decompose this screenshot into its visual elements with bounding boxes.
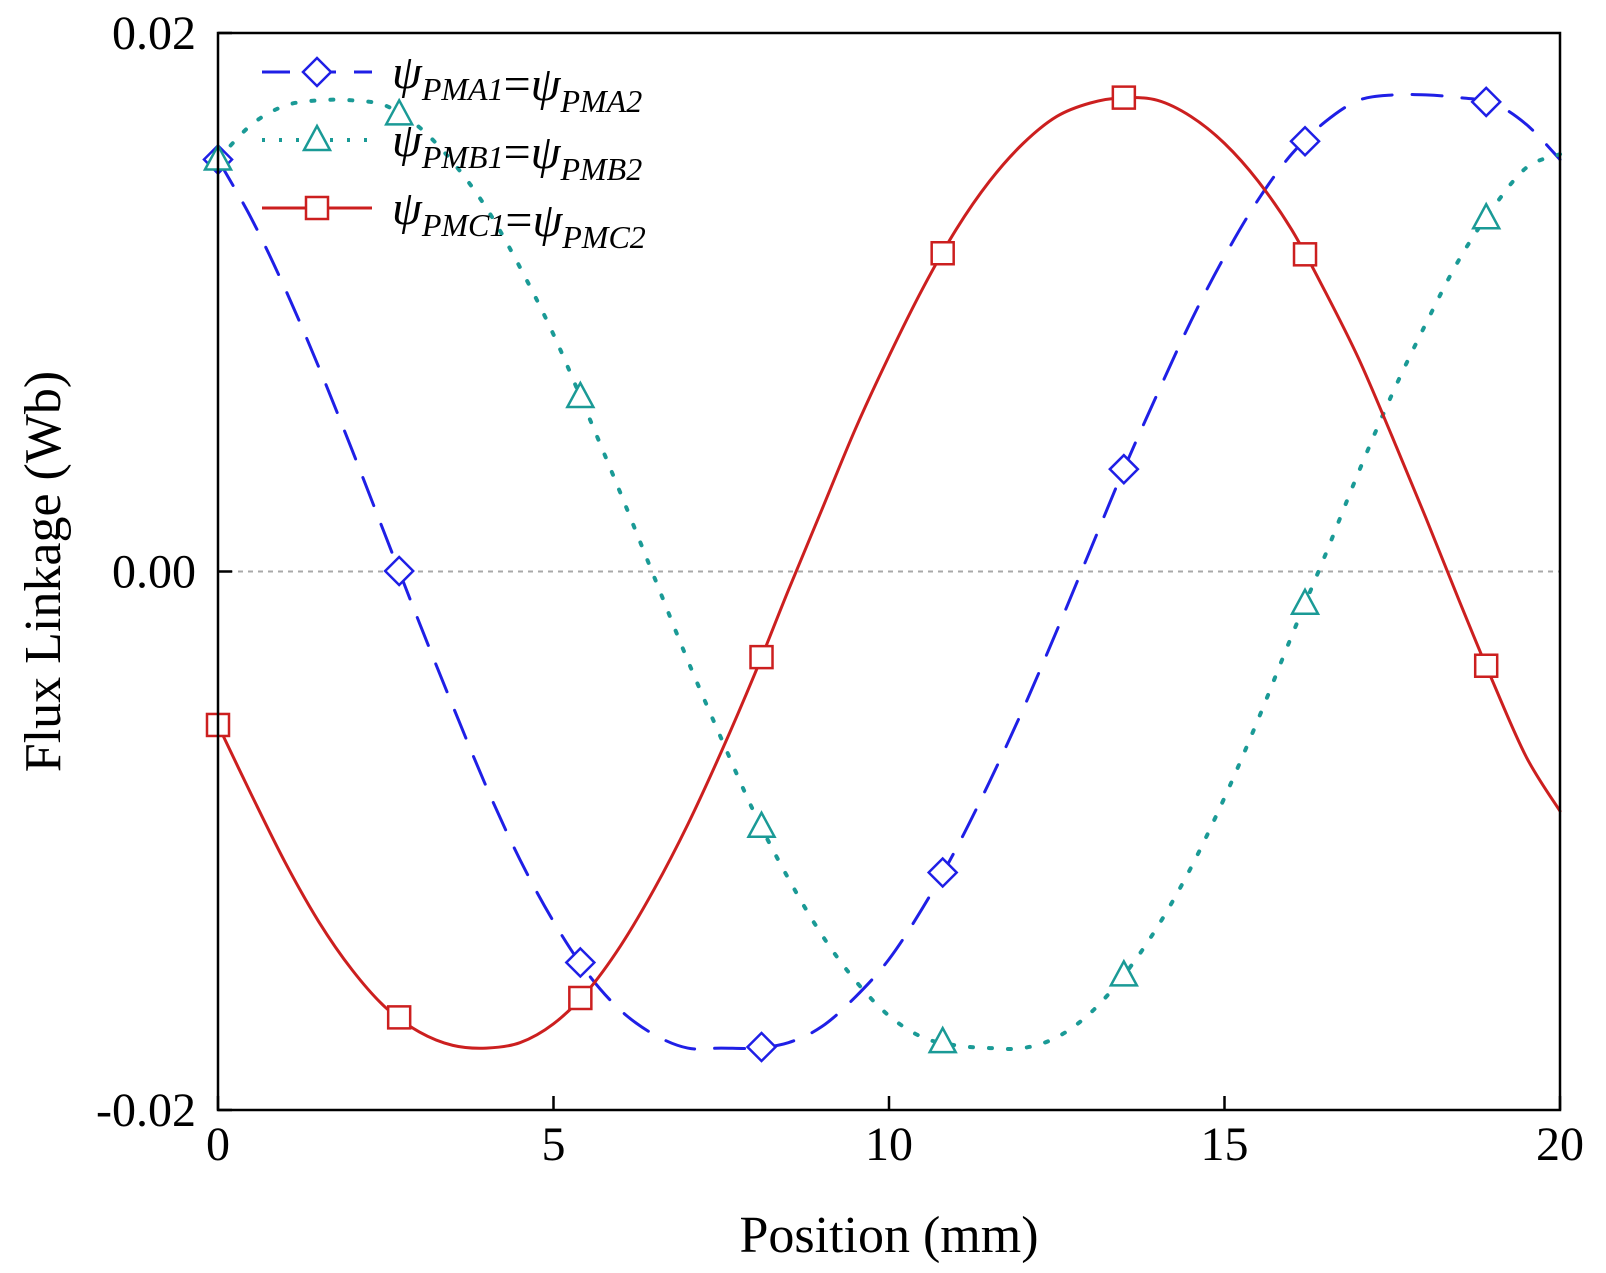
- y-tick-label: 0.02: [112, 7, 196, 60]
- x-axis: 0 5 10 15 20: [206, 1096, 1584, 1171]
- legend-marker: [301, 56, 333, 88]
- data-point: [1289, 125, 1321, 158]
- data-point: [1470, 86, 1502, 118]
- y-axis: -0.02 0.00 0.02: [96, 7, 232, 1137]
- legend-entry-3: ψPMC1=ψPMC2: [262, 182, 646, 255]
- data-point: [1111, 85, 1137, 110]
- legend-marker: [301, 123, 333, 152]
- y-tick-label: 0.00: [112, 546, 196, 599]
- series-1: [202, 86, 1562, 1063]
- data-point: [749, 644, 774, 670]
- legend-entry-1: ψPMA1=ψPMA2: [262, 46, 642, 119]
- x-tick-label: 0: [206, 1118, 230, 1171]
- x-tick-label: 5: [542, 1118, 566, 1171]
- series-layer: [202, 85, 1562, 1063]
- series-line: [216, 92, 1562, 1051]
- data-point: [384, 97, 415, 126]
- data-point: [746, 810, 777, 838]
- data-point: [930, 240, 955, 266]
- data-point: [386, 1005, 412, 1030]
- legend-marker: [304, 195, 330, 221]
- data-point: [1108, 958, 1139, 987]
- legend-label: ψPMA1=ψPMA2: [392, 46, 642, 119]
- data-point: [745, 1031, 778, 1063]
- data-point: [1108, 453, 1140, 485]
- y-axis-title: Flux Linkage (Wb): [15, 371, 72, 772]
- legend-label: ψPMB1=ψPMB2: [392, 114, 642, 187]
- legend-entry-2: ψPMB1=ψPMB2: [262, 114, 642, 187]
- x-tick-label: 20: [1536, 1118, 1584, 1171]
- data-point: [927, 1025, 958, 1054]
- x-tick-label: 10: [865, 1118, 913, 1171]
- data-point: [564, 946, 597, 979]
- data-point: [1471, 201, 1502, 230]
- data-point: [926, 856, 959, 889]
- data-point: [568, 985, 593, 1011]
- data-point: [565, 380, 596, 409]
- legend-label: ψPMC1=ψPMC2: [392, 182, 646, 255]
- data-point: [383, 555, 415, 587]
- x-tick-label: 15: [1201, 1118, 1249, 1171]
- data-point: [1473, 653, 1499, 678]
- x-axis-title: Position (mm): [739, 1207, 1038, 1264]
- series-line: [216, 97, 1562, 1051]
- y-tick-label: -0.02: [96, 1084, 196, 1137]
- data-point: [1292, 242, 1318, 267]
- series-line: [216, 95, 1562, 1050]
- series-3: [205, 85, 1562, 1050]
- data-point: [1289, 587, 1321, 616]
